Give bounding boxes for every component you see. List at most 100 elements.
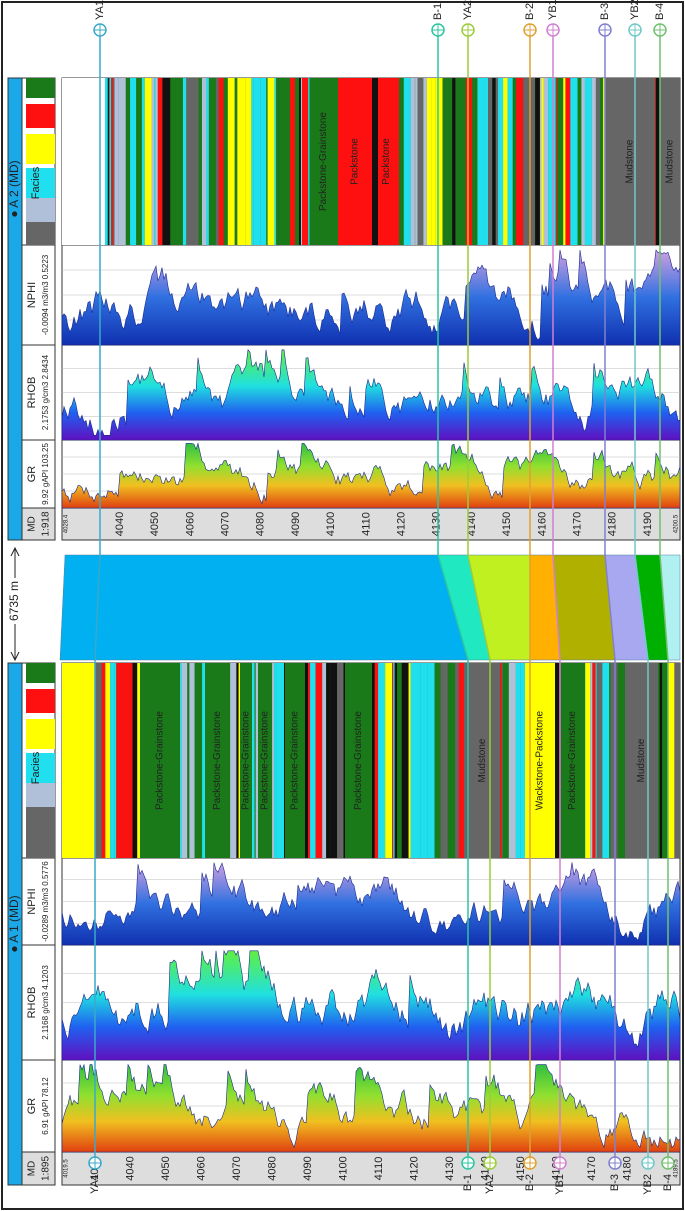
facies-band (254, 663, 256, 858)
md-scale: 1:895 (41, 1156, 52, 1181)
facies-band (565, 78, 571, 245)
facies-label: Packstone (350, 138, 361, 185)
depth-tick-label: 4080 (255, 512, 267, 536)
facies-band (393, 663, 395, 858)
facies-legend-swatch (26, 104, 55, 128)
facies-band (302, 78, 309, 245)
md-track (61, 1151, 681, 1186)
horizon-marker-cross (609, 1157, 621, 1169)
facies-band (590, 663, 593, 858)
facies-band (440, 663, 443, 858)
facies-band (557, 78, 559, 245)
facies-band (555, 78, 558, 245)
facies-band (543, 78, 549, 245)
track-scale: -0.0289 m3/m3 0.5776 (41, 861, 50, 942)
facies-band (114, 663, 117, 858)
horizon-label: B-3 (609, 1174, 621, 1191)
track-scale: -0.0094 m3/m3 0.5223 (41, 254, 50, 335)
depth-tick-label: 4100 (337, 1156, 349, 1180)
facies-band (234, 78, 238, 245)
facies-block (285, 663, 305, 858)
track-scale: 6.91 gAPI 78.12 (41, 1077, 50, 1135)
depth-start: 4019.5 (64, 1159, 70, 1178)
md-header (21, 507, 56, 541)
facies-band (417, 663, 421, 858)
depth-end: 4200.5 (674, 514, 680, 533)
horizon-label: YA2 (484, 1174, 496, 1194)
log-curve (61, 442, 681, 509)
facies-band (403, 78, 411, 245)
facies-band (251, 78, 254, 245)
well-title: ● A 2 (MD) (7, 160, 21, 217)
horizon-line (437, 30, 469, 1163)
depth-tick-label: 4170 (572, 512, 584, 536)
facies-band (668, 663, 675, 858)
facies-band (484, 78, 489, 245)
facies-band (194, 663, 203, 858)
horizon-marker-cross (94, 24, 106, 36)
log-curve (61, 1063, 681, 1153)
facies-band (610, 663, 618, 858)
facies-band (289, 78, 296, 245)
facies-band (62, 78, 105, 245)
facies-band (260, 78, 267, 245)
horizon-marker-cross (554, 1157, 566, 1169)
horizon-label: YB1 (547, 0, 559, 20)
track-scale: 9.92 gAPI 103.25 (41, 443, 50, 505)
facies-band (130, 78, 137, 245)
facies-band (455, 78, 462, 245)
depth-tick-label: 4070 (220, 512, 232, 536)
facies-band (187, 663, 190, 858)
facies-band (111, 78, 114, 245)
facies-band (563, 78, 566, 245)
track-scale: 2.1753 g/cm3 2.8434 (41, 354, 50, 430)
horizon-line (659, 30, 669, 1163)
depth-tick-label: 4130 (444, 1156, 456, 1180)
facies-band (276, 663, 285, 858)
log-curve (61, 949, 681, 1061)
facies-band (659, 663, 663, 858)
facies-band (461, 78, 466, 245)
facies-block (465, 663, 500, 858)
facies-band (656, 663, 660, 858)
facies-band (155, 78, 158, 245)
facies-label: Packstone-Grainstone (290, 711, 301, 810)
facies-band (410, 78, 415, 245)
track-name: NPHI (26, 282, 38, 308)
depth-end: 4189.5 (674, 1159, 680, 1178)
facies-band (253, 78, 261, 245)
distance-bg (8, 578, 22, 624)
facies-block (378, 78, 395, 245)
depth-tick-label: 4190 (642, 512, 654, 536)
facies-band (558, 78, 564, 245)
facies-band (136, 78, 142, 245)
facies-band (507, 78, 513, 245)
facies-band (189, 663, 195, 858)
facies-block (345, 663, 372, 858)
well-title: ● A 1 (MD) (7, 895, 21, 952)
facies-band (300, 78, 303, 245)
facies-band (337, 663, 344, 858)
facies-band (415, 78, 418, 245)
facies-band (455, 663, 459, 858)
md-scale: 1:918 (41, 511, 52, 536)
facies-band (596, 663, 603, 858)
track-header (21, 439, 56, 509)
facies-label: Mudstone (636, 738, 647, 782)
depth-tick-label: 4140 (466, 512, 478, 536)
facies-legend-swatch (26, 222, 55, 245)
facies-label: Packstone-Grainstone (567, 711, 578, 810)
facies-band (116, 663, 124, 858)
facies-label: Mudstone (477, 738, 488, 782)
facies-band (448, 78, 453, 245)
facies-band (410, 663, 418, 858)
facies-band (154, 78, 156, 245)
facies-band (501, 663, 503, 858)
facies-band (326, 663, 331, 858)
facies-band (113, 78, 115, 245)
facies-band (62, 663, 95, 858)
facies-band (603, 78, 605, 245)
arrow-head (10, 651, 20, 662)
depth-tick-label: 4090 (290, 512, 302, 536)
track-name: NPHI (26, 888, 38, 914)
